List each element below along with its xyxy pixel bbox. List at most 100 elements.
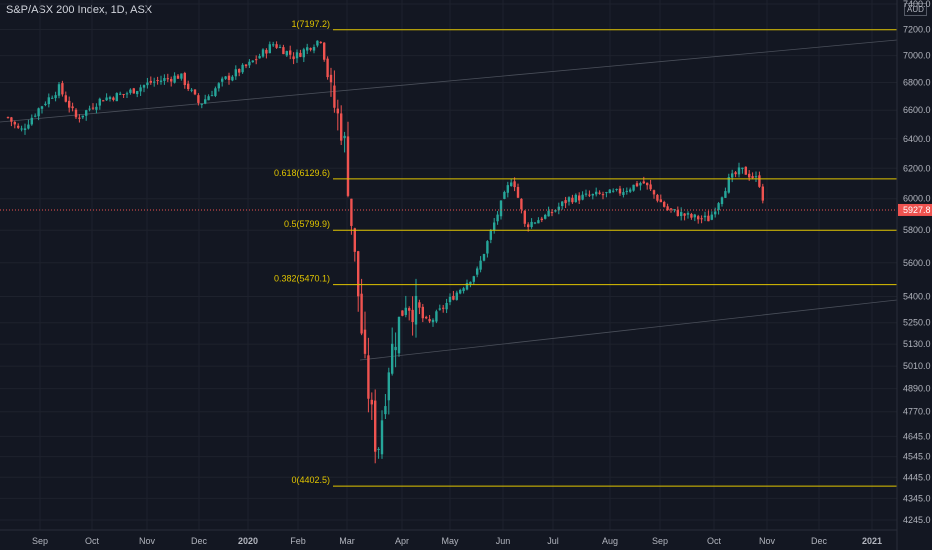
candle-body (710, 214, 713, 220)
candle-body (680, 212, 683, 217)
candle-body (74, 109, 78, 118)
candle-body (129, 89, 132, 93)
candle-body (102, 100, 105, 102)
candle-body (595, 191, 598, 195)
candle-body (714, 211, 717, 215)
candle-body (176, 75, 180, 79)
price-tick-label: 4890.0 (903, 384, 931, 394)
candle-body (455, 292, 458, 300)
candle-body (547, 210, 550, 217)
price-tick-label: 7000.0 (903, 51, 931, 61)
candle-body (469, 281, 472, 285)
candle-body (612, 190, 615, 192)
candle-body (703, 215, 707, 218)
time-tick-label: Sep (32, 536, 48, 546)
candle-body (523, 210, 526, 224)
candle-body (561, 201, 564, 207)
candle-body (720, 197, 724, 205)
candle-body (669, 208, 673, 210)
candle-body (132, 88, 135, 94)
candle-body (496, 214, 499, 222)
candle-body (578, 195, 581, 201)
price-tick-label: 4645.0 (903, 431, 931, 441)
candle-body (360, 293, 363, 334)
price-tick-label: 4345.0 (903, 493, 931, 503)
time-tick-label: May (441, 536, 459, 546)
candle-body (142, 85, 146, 88)
price-tick-label: 5250.0 (903, 318, 931, 328)
candle-body (316, 40, 319, 46)
candle-body (700, 218, 703, 220)
candle-body (302, 49, 305, 58)
candle-body (591, 194, 594, 196)
candle-body (503, 192, 506, 199)
time-tick-label: Nov (759, 536, 776, 546)
time-tick-label: 2021 (862, 536, 882, 546)
candle-body (193, 89, 197, 95)
candle-body (146, 82, 149, 86)
candle-body (452, 295, 455, 300)
candle-body (251, 60, 254, 63)
candle-body (217, 83, 220, 89)
candle-body (428, 318, 431, 322)
candle-body (108, 97, 112, 100)
candle-body (40, 106, 44, 109)
candle-body (37, 108, 40, 117)
candle-body (241, 64, 244, 73)
price-tick-label: 4445.0 (903, 472, 931, 482)
candle-body (210, 95, 214, 97)
fib-level-label: 0.618(6129.6) (274, 168, 330, 178)
candle-body (44, 103, 47, 105)
candle-body (387, 372, 390, 401)
candle-body (27, 124, 30, 129)
price-tick-label: 6200.0 (903, 163, 931, 173)
candle-body (200, 103, 203, 105)
candle-body (404, 307, 407, 315)
candle-body (377, 448, 380, 451)
time-tick-label: Feb (290, 536, 306, 546)
currency-badge[interactable]: AUD (904, 3, 927, 16)
candle-body (13, 121, 16, 125)
candle-body (244, 64, 248, 67)
time-tick-label: Nov (139, 536, 156, 546)
candle-body (394, 346, 397, 351)
candle-body (91, 107, 95, 109)
price-tick-label: 5600.0 (903, 258, 931, 268)
candle-body (632, 184, 635, 191)
trendline (359, 299, 898, 361)
grid (0, 0, 897, 530)
candle-body (51, 97, 54, 99)
candle-body (190, 89, 193, 91)
candle-body (204, 99, 207, 104)
fib-retracement[interactable]: 1(7197.2) 0.618(6129.6) 0.5(5799.9) 0.382(5… (274, 19, 897, 487)
fib-level-label: 1(7197.2) (291, 19, 330, 29)
candle-body (639, 183, 642, 186)
time-tick-label: Sep (652, 536, 668, 546)
candle-body (574, 194, 577, 203)
candle-body (401, 310, 404, 316)
candle-body (17, 125, 20, 128)
candle-body (411, 309, 414, 322)
candle-body (119, 93, 122, 95)
price-tick-label: 5800.0 (903, 225, 931, 235)
time-axis[interactable]: Sep Oct Nov Dec 2020 Feb Mar Apr May Jun Jul Aug Sep… (0, 529, 897, 546)
candle-body (125, 93, 129, 95)
candle-body (724, 191, 727, 198)
candle-body (690, 214, 693, 218)
candle-body (163, 78, 166, 81)
candle-body (476, 268, 479, 275)
time-tick-label: Apr (395, 536, 409, 546)
candle-body (530, 221, 533, 228)
price-axis[interactable]: 7400.0 7200.0 7000.0 6800.0 6600.0 6400.0 6200… (896, 0, 931, 550)
candle-body (448, 296, 452, 303)
candle-body (282, 47, 285, 55)
candle-body (353, 228, 356, 252)
candle-body (380, 420, 384, 455)
candle-body (666, 206, 669, 210)
candle-body (435, 311, 438, 322)
candle-body (105, 97, 108, 101)
candle-body (693, 214, 696, 218)
price-tick-label: 5130.0 (903, 339, 931, 349)
candle-body (486, 241, 489, 254)
